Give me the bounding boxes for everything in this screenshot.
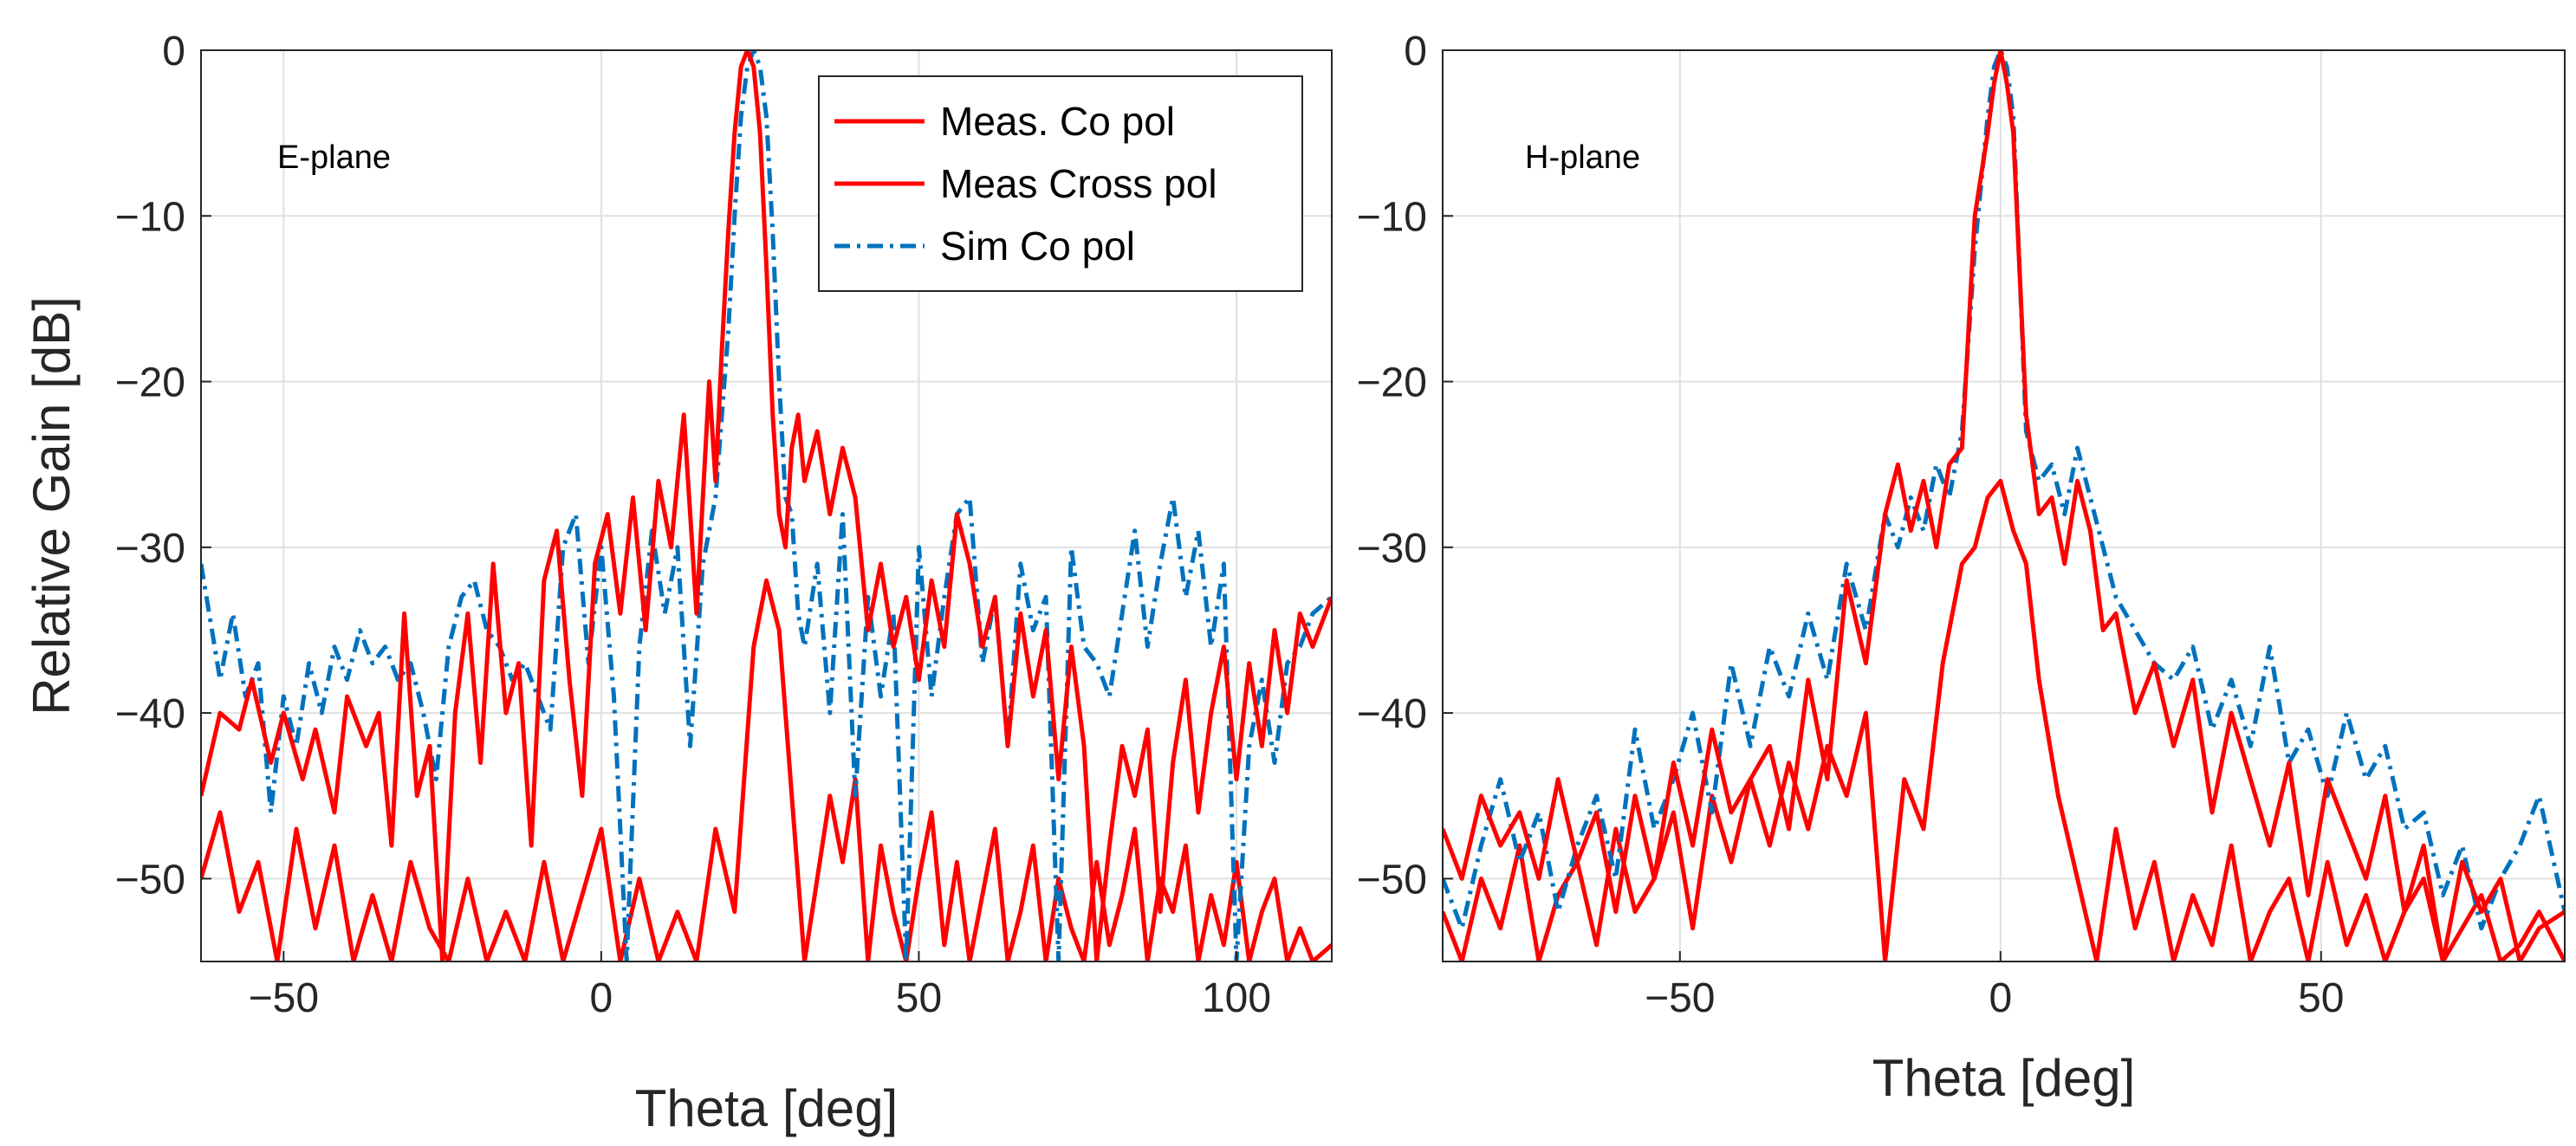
e-plane-annotation: E-plane	[277, 139, 391, 176]
h-plane-x-axis-label: Theta [deg]	[1872, 1049, 2136, 1107]
legend: Meas. Co pol Meas Cross pol Sim Co pol	[818, 75, 1303, 292]
h-plane-x-ticks: −50 0 50	[1645, 951, 2344, 1021]
e-plane-axes-frame	[200, 49, 1333, 962]
h-plane-chart: −50 0 50 0 −10 −20 −30 −40 −50 Theta [deg] H-pl…	[1357, 29, 2566, 1107]
series-meas-cross-pol	[201, 578, 1332, 961]
h-plane-grid	[1443, 49, 2565, 961]
y-tick-label: −50	[115, 857, 185, 903]
x-tick-label: 100	[1202, 975, 1271, 1021]
y-tick-label: 0	[162, 29, 185, 74]
legend-label-sim-co-pol: Sim Co pol	[940, 223, 1135, 269]
y-tick-label: −30	[115, 526, 185, 572]
y-tick-label: −40	[115, 691, 185, 737]
x-tick-label: 0	[1989, 975, 2012, 1021]
h-plane-annotation: H-plane	[1525, 139, 1640, 176]
e-plane-y-ticks: 0 −10 −20 −30 −40 −50	[115, 29, 211, 903]
series-meas-cross-pol	[1443, 478, 2565, 961]
series-meas-co-pol	[1443, 50, 2565, 961]
y-tick-label: −30	[1357, 526, 1427, 572]
y-tick-label: 0	[1404, 29, 1427, 74]
h-plane-axes-frame	[1442, 49, 2566, 962]
y-tick-label: −10	[1357, 194, 1427, 240]
y-tick-label: −20	[1357, 360, 1427, 406]
series-meas-co-pol	[201, 50, 1332, 961]
h-plane-series	[1443, 50, 2565, 961]
y-tick-label: −40	[1357, 691, 1427, 737]
x-tick-label: 50	[2298, 975, 2344, 1021]
y-tick-label: −10	[115, 194, 185, 240]
e-plane-x-axis-label: Theta [deg]	[635, 1079, 899, 1137]
legend-label-meas-cross-pol: Meas Cross pol	[940, 161, 1217, 206]
x-tick-label: 50	[896, 975, 942, 1021]
legend-label-meas-co-pol: Meas. Co pol	[940, 99, 1175, 144]
e-plane-y-axis-label: Relative Gain [dB]	[23, 296, 81, 715]
y-tick-label: −20	[115, 360, 185, 406]
h-plane-y-ticks: 0 −10 −20 −30 −40 −50	[1357, 29, 1453, 903]
y-tick-label: −50	[1357, 857, 1427, 903]
series-sim-co-pol	[201, 50, 1332, 961]
e-plane-series	[201, 50, 1332, 961]
e-plane-chart: −50 0 50 100 0 −10 −20 −30 −40 −50 Theta [deg] R…	[23, 29, 1333, 1137]
x-tick-label: −50	[1645, 975, 1715, 1021]
x-tick-label: 0	[590, 975, 613, 1021]
e-plane-x-ticks: −50 0 50 100	[249, 951, 1271, 1021]
x-tick-label: −50	[249, 975, 319, 1021]
